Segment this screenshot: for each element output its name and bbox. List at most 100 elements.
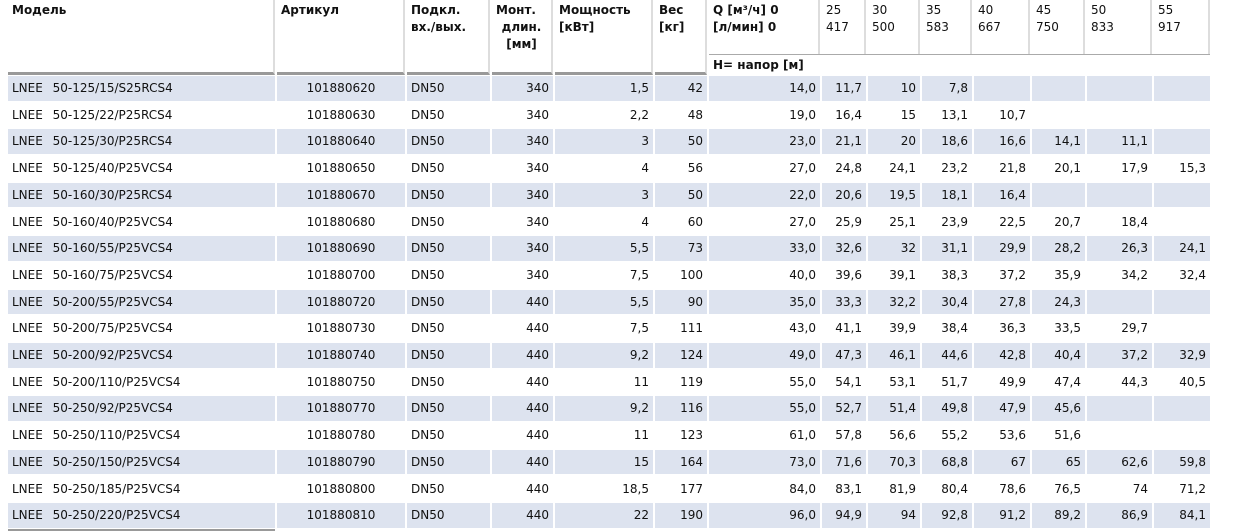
cell: 25,1	[889, 214, 916, 229]
cell: 92,8	[941, 508, 968, 523]
header-line: 35	[926, 3, 942, 17]
cell: 101880680	[306, 214, 376, 229]
cell: 33,5	[1054, 321, 1081, 336]
cell: 61,0	[789, 428, 816, 443]
cell: 33,0	[789, 241, 816, 256]
cell: 15	[900, 107, 916, 122]
cell: 76,5	[1054, 481, 1081, 496]
cell: 32	[900, 241, 916, 256]
cell: 14,1	[1054, 134, 1081, 149]
cell: LNEE 50-160/55/P25VCS4	[12, 241, 173, 256]
cell: 22,0	[789, 187, 816, 202]
column-rule	[1030, 76, 1032, 530]
cell: 9,2	[629, 401, 649, 416]
cell: 41,1	[835, 321, 862, 336]
cell: 71,6	[835, 454, 862, 469]
cell: DN50	[411, 81, 445, 95]
cell: DN50	[411, 321, 445, 336]
cell: 15,3	[1179, 161, 1206, 176]
header-cell: 40 667	[974, 0, 1030, 54]
cell: 14,0	[789, 81, 816, 95]
cell: 15	[633, 454, 649, 469]
cell: 27,8	[999, 294, 1026, 309]
cell: 2,2	[629, 107, 649, 122]
cell: 48	[687, 107, 703, 122]
column-rule	[920, 76, 922, 530]
cell: 20,7	[1054, 214, 1081, 229]
cell: 31,1	[941, 241, 968, 256]
cell: 16,6	[999, 134, 1026, 149]
cell: DN50	[411, 107, 445, 122]
cell: 24,1	[889, 161, 916, 176]
column-rule	[405, 76, 407, 530]
cell: LNEE 50-200/55/P25VCS4	[12, 294, 173, 309]
cell: LNEE 50-200/110/P25VCS4	[12, 374, 181, 389]
cell: 440	[526, 481, 549, 496]
cell: 20,6	[835, 187, 862, 202]
cell: 101880800	[306, 481, 376, 496]
cell: 29,7	[1121, 321, 1148, 336]
cell: 53,1	[889, 374, 916, 389]
cell: 190	[680, 508, 703, 523]
cell: 3	[641, 187, 649, 202]
cell: 89,2	[1054, 508, 1081, 523]
row-band	[8, 236, 1210, 261]
cell: 18,6	[941, 134, 968, 149]
header-line: [л/мин] 0	[713, 20, 777, 34]
cell: 68,8	[941, 454, 968, 469]
header-line: 40	[978, 3, 994, 17]
column-rule	[275, 76, 277, 530]
column-rule	[972, 76, 974, 530]
subheader: H= напор [м]	[709, 54, 1210, 78]
header-line: [кВт]	[559, 20, 595, 34]
cell: 27,0	[789, 161, 816, 176]
cell: 33,3	[835, 294, 862, 309]
cell: 42	[687, 81, 703, 95]
cell: 16,4	[835, 107, 862, 122]
cell: LNEE 50-200/75/P25VCS4	[12, 321, 173, 336]
cell: 9,2	[629, 348, 649, 362]
cell: DN50	[411, 294, 445, 309]
header-line: Мощность	[559, 3, 631, 17]
cell: 40,0	[789, 267, 816, 282]
header-line: [кг]	[659, 20, 685, 34]
cell: 101880670	[306, 187, 376, 202]
header-cell: Подкл. вх./вых.	[407, 0, 490, 75]
cell: 73	[687, 241, 703, 256]
cell: DN50	[411, 454, 445, 469]
header-line: Монт.	[496, 3, 536, 17]
cell: 340	[526, 107, 549, 122]
header-cell: Модель	[8, 0, 275, 75]
cell: 50	[687, 187, 703, 202]
cell: LNEE 50-125/22/P25RCS4	[12, 107, 173, 122]
column-rule	[820, 76, 822, 530]
cell: 440	[526, 401, 549, 416]
cell: 74	[1132, 481, 1148, 496]
column-rule	[707, 76, 709, 530]
cell: 101880780	[306, 428, 376, 443]
cell: 101880770	[306, 401, 376, 416]
cell: 46,1	[889, 348, 916, 362]
cell: 71,2	[1179, 481, 1206, 496]
cell: 3	[641, 134, 649, 149]
cell: 22	[633, 508, 649, 523]
cell: DN50	[411, 241, 445, 256]
row-band	[8, 396, 1210, 422]
cell: LNEE 50-160/75/P25VCS4	[12, 267, 173, 282]
cell: 21,8	[999, 161, 1026, 176]
row-band	[8, 76, 1210, 101]
cell: 47,3	[835, 348, 862, 362]
cell: LNEE 50-250/220/P25VCS4	[12, 508, 181, 523]
cell: 123	[680, 428, 703, 443]
cell: 35,9	[1054, 267, 1081, 282]
cell: 53,6	[999, 428, 1026, 443]
cell: 22,5	[999, 214, 1026, 229]
cell: 340	[526, 81, 549, 95]
column-rule	[1152, 76, 1154, 530]
cell: 34,2	[1121, 267, 1148, 282]
cell: 5,5	[629, 294, 649, 309]
cell: 21,1	[835, 134, 862, 149]
cell: 101880620	[306, 81, 376, 95]
cell: 27,0	[789, 214, 816, 229]
column-rule	[490, 76, 492, 530]
